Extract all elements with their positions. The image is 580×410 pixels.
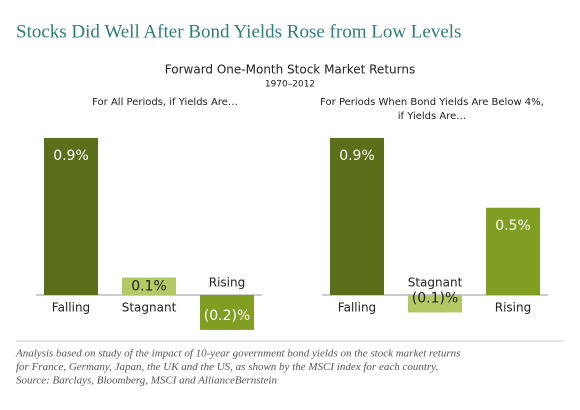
category-label: Falling [338, 301, 376, 315]
period: 1970–2012 [265, 80, 315, 90]
panel-title: if Yields Are… [398, 111, 467, 122]
bar [200, 295, 254, 330]
footnote: Source: Barclays, Bloomberg, MSCI and Al… [16, 375, 277, 387]
footnote: Analysis based on study of the impact of… [15, 348, 460, 360]
category-label: Rising [495, 301, 531, 315]
value-label: (0.2)% [204, 308, 251, 324]
panel-title: For All Periods, if Yields Are… [92, 97, 238, 108]
value-label: (0.1)% [412, 290, 459, 306]
category-label: Stagnant [122, 301, 177, 315]
category-label: Rising [209, 276, 245, 290]
bar [44, 137, 98, 295]
bar [330, 137, 384, 295]
category-label: Falling [52, 301, 90, 315]
footnote: for France, Germany, Japan, the UK and t… [16, 361, 438, 373]
value-label: 0.1% [131, 278, 167, 294]
value-label: 0.9% [339, 148, 375, 164]
panel-title: For Periods When Bond Yields Are Below 4… [320, 97, 544, 108]
value-label: 0.5% [495, 218, 531, 234]
bar [122, 277, 176, 295]
value-label: 0.9% [53, 148, 89, 164]
category-label: Stagnant [408, 276, 463, 290]
bar [486, 207, 540, 295]
page-title: Stocks Did Well After Bond Yields Rose f… [16, 21, 461, 42]
subtitle: Forward One-Month Stock Market Returns [165, 63, 415, 77]
bar [408, 295, 462, 313]
